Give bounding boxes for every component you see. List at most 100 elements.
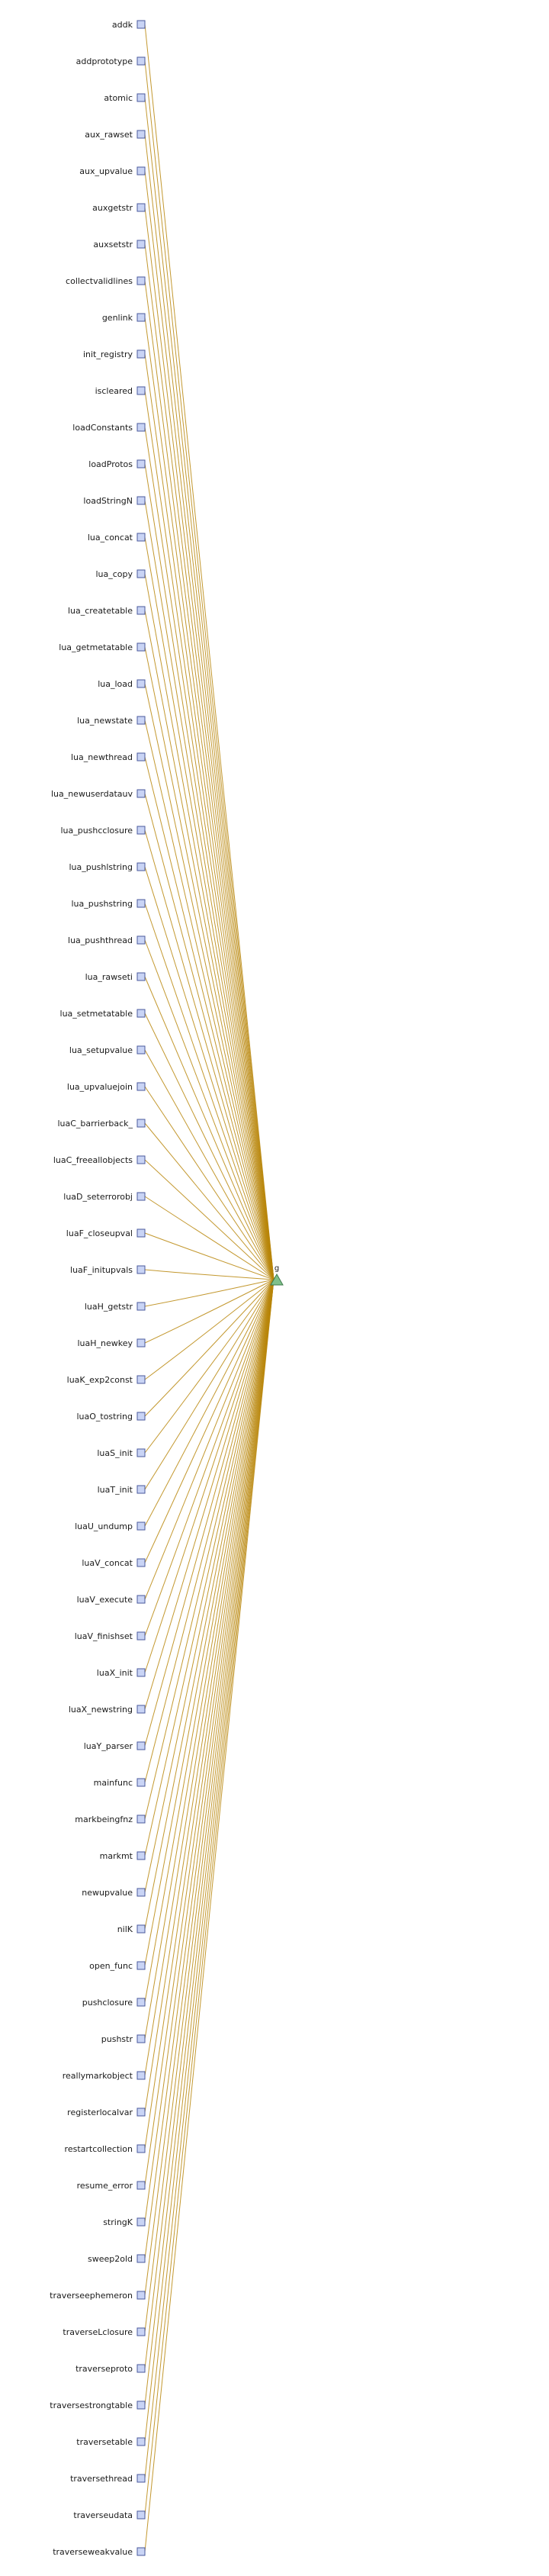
node-pushstr[interactable]: pushstr <box>101 2034 146 2044</box>
node-atomic[interactable]: atomic <box>104 93 146 103</box>
node-traverseLclosure[interactable]: traverseLclosure <box>63 2327 146 2337</box>
node-lua_pushthread[interactable]: lua_pushthread <box>68 935 146 945</box>
node-init_registry[interactable]: init_registry <box>83 349 146 359</box>
node-luaF_closeupval[interactable]: luaF_closeupval <box>66 1228 146 1238</box>
node-loadStringN[interactable]: loadStringN <box>83 496 146 506</box>
node-lua_pushstring[interactable]: lua_pushstring <box>71 899 146 909</box>
edge-traverseLclosure <box>144 1279 274 2333</box>
node-mainfunc[interactable]: mainfunc <box>94 1778 146 1788</box>
node-registerlocalvar[interactable]: registerlocalvar <box>67 2107 146 2117</box>
node-luaD_seterrorobj[interactable]: luaD_seterrorobj <box>63 1192 146 1202</box>
node-addprototype[interactable]: addprototype <box>76 56 146 66</box>
node-luaS_init[interactable]: luaS_init <box>97 1448 146 1458</box>
node-luaK_exp2const[interactable]: luaK_exp2const <box>67 1375 146 1385</box>
node-lua_copy[interactable]: lua_copy <box>95 569 146 579</box>
node-luaC_freeallobjects[interactable]: luaC_freeallobjects <box>53 1155 146 1165</box>
node-lua_setupvalue[interactable]: lua_setupvalue <box>69 1045 146 1055</box>
node-lua_setmetatable[interactable]: lua_setmetatable <box>60 1009 146 1019</box>
node-loadProtos[interactable]: loadProtos <box>88 459 146 469</box>
node-lua_pushlstring[interactable]: lua_pushlstring <box>69 862 146 872</box>
node-lua_upvaluejoin[interactable]: lua_upvaluejoin <box>67 1082 146 1092</box>
node-box-icon <box>136 1558 146 1567</box>
node-label: registerlocalvar <box>67 2107 133 2117</box>
node-lua_newthread[interactable]: lua_newthread <box>71 752 146 762</box>
hub-node[interactable]: g <box>270 1264 284 1286</box>
node-luaX_init[interactable]: luaX_init <box>97 1668 146 1678</box>
node-box-icon <box>136 423 146 432</box>
node-luaH_newkey[interactable]: luaH_newkey <box>77 1338 146 1348</box>
node-box-icon <box>136 1412 146 1421</box>
node-luaV_concat[interactable]: luaV_concat <box>82 1558 146 1568</box>
node-luaH_getstr[interactable]: luaH_getstr <box>85 1302 146 1312</box>
node-traverseweakvalue[interactable]: traverseweakvalue <box>53 2547 146 2557</box>
node-luaT_init[interactable]: luaT_init <box>98 1485 146 1495</box>
node-open_func[interactable]: open_func <box>89 1961 146 1971</box>
node-genlink[interactable]: genlink <box>102 313 146 323</box>
node-traverseproto[interactable]: traverseproto <box>75 2364 146 2374</box>
edge-aux_rawset <box>144 134 274 1280</box>
node-lua_createtable[interactable]: lua_createtable <box>68 606 146 616</box>
node-markmt[interactable]: markmt <box>100 1851 146 1861</box>
node-lua_newstate[interactable]: lua_newstate <box>77 716 146 726</box>
node-aux_rawset[interactable]: aux_rawset <box>85 130 146 140</box>
node-resume_error[interactable]: resume_error <box>77 2181 146 2191</box>
node-lua_pushcclosure[interactable]: lua_pushcclosure <box>60 826 146 836</box>
node-luaX_newstring[interactable]: luaX_newstring <box>69 1705 146 1715</box>
node-traverseudata[interactable]: traverseudata <box>73 2510 146 2520</box>
edge-stringK <box>144 1279 274 2223</box>
node-label: open_func <box>89 1961 133 1971</box>
node-label: luaC_freeallobjects <box>53 1155 133 1165</box>
node-reallymarkobject[interactable]: reallymarkobject <box>63 2071 146 2081</box>
node-luaC_barrierback_[interactable]: luaC_barrierback_ <box>57 1119 146 1129</box>
node-luaV_execute[interactable]: luaV_execute <box>77 1595 146 1605</box>
node-label: luaF_closeupval <box>66 1228 133 1238</box>
node-auxsetstr[interactable]: auxsetstr <box>93 240 146 250</box>
node-label: auxgetstr <box>92 203 133 213</box>
node-collectvalidlines[interactable]: collectvalidlines <box>66 276 146 286</box>
node-luaY_parser[interactable]: luaY_parser <box>84 1741 146 1751</box>
node-lua_newuserdatauv[interactable]: lua_newuserdatauv <box>51 789 146 799</box>
node-lua_getmetatable[interactable]: lua_getmetatable <box>59 642 146 652</box>
node-restartcollection[interactable]: restartcollection <box>65 2144 146 2154</box>
edge-lua_newstate <box>144 720 274 1280</box>
node-aux_upvalue[interactable]: aux_upvalue <box>79 166 146 176</box>
node-markbeingfnz[interactable]: markbeingfnz <box>75 1814 146 1824</box>
node-stringK[interactable]: stringK <box>103 2217 146 2227</box>
node-addk[interactable]: addk <box>112 20 146 30</box>
node-label: init_registry <box>83 349 133 359</box>
node-luaF_initupvals[interactable]: luaF_initupvals <box>70 1265 146 1275</box>
node-lua_load[interactable]: lua_load <box>98 679 146 689</box>
node-label: lua_newstate <box>77 716 133 726</box>
node-box-icon <box>136 276 146 285</box>
node-lua_concat[interactable]: lua_concat <box>88 533 146 543</box>
node-newupvalue[interactable]: newupvalue <box>82 1888 146 1898</box>
edge-luaC_barrierback_ <box>144 1122 274 1280</box>
edge-lua_createtable <box>144 610 274 1280</box>
node-box-icon <box>136 1338 146 1348</box>
node-label: lua_upvaluejoin <box>67 1082 133 1092</box>
node-auxgetstr[interactable]: auxgetstr <box>92 203 146 213</box>
node-label: markmt <box>100 1851 133 1861</box>
node-nilK[interactable]: nilK <box>117 1924 146 1934</box>
node-label: mainfunc <box>94 1778 133 1788</box>
node-box-icon <box>136 56 146 66</box>
node-lua_rawseti[interactable]: lua_rawseti <box>85 972 146 982</box>
node-traversestrongtable[interactable]: traversestrongtable <box>50 2401 146 2410</box>
node-luaO_tostring[interactable]: luaO_tostring <box>76 1412 146 1422</box>
node-traversethread[interactable]: traversethread <box>70 2474 146 2484</box>
node-traverseephemeron[interactable]: traverseephemeron <box>50 2291 146 2301</box>
node-label: stringK <box>103 2217 133 2227</box>
node-label: collectvalidlines <box>66 276 133 286</box>
node-box-icon <box>136 935 146 945</box>
node-luaV_finishset[interactable]: luaV_finishset <box>75 1631 146 1641</box>
edge-lua_setupvalue <box>144 1049 274 1280</box>
node-traversetable[interactable]: traversetable <box>76 2437 146 2447</box>
node-luaU_undump[interactable]: luaU_undump <box>75 1521 146 1531</box>
node-sweep2old[interactable]: sweep2old <box>88 2254 146 2264</box>
node-box-icon <box>136 2437 146 2446</box>
node-loadConstants[interactable]: loadConstants <box>72 423 146 433</box>
node-iscleared[interactable]: iscleared <box>95 386 146 396</box>
node-pushclosure[interactable]: pushclosure <box>82 1998 146 2008</box>
edge-luaO_tostring <box>144 1279 274 1417</box>
node-label: lua_pushstring <box>71 899 133 909</box>
